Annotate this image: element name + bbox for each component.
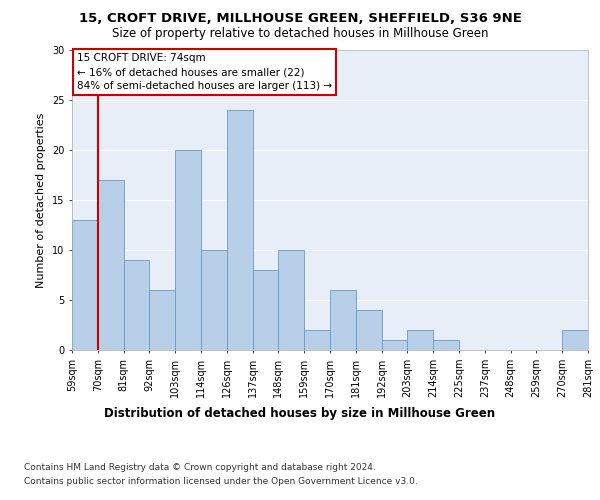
Bar xyxy=(356,310,382,350)
Bar xyxy=(433,340,459,350)
Bar xyxy=(304,330,330,350)
Bar xyxy=(124,260,149,350)
Bar xyxy=(407,330,433,350)
Text: Contains HM Land Registry data © Crown copyright and database right 2024.: Contains HM Land Registry data © Crown c… xyxy=(24,462,376,471)
Bar xyxy=(278,250,304,350)
Bar xyxy=(253,270,278,350)
Bar xyxy=(382,340,407,350)
Text: 15, CROFT DRIVE, MILLHOUSE GREEN, SHEFFIELD, S36 9NE: 15, CROFT DRIVE, MILLHOUSE GREEN, SHEFFI… xyxy=(79,12,521,26)
Bar xyxy=(330,290,356,350)
Text: 15 CROFT DRIVE: 74sqm
← 16% of detached houses are smaller (22)
84% of semi-deta: 15 CROFT DRIVE: 74sqm ← 16% of detached … xyxy=(77,53,332,91)
Text: Distribution of detached houses by size in Millhouse Green: Distribution of detached houses by size … xyxy=(104,408,496,420)
Bar xyxy=(175,150,201,350)
Bar xyxy=(149,290,175,350)
Y-axis label: Number of detached properties: Number of detached properties xyxy=(37,112,46,288)
Bar xyxy=(227,110,253,350)
Bar xyxy=(98,180,124,350)
Bar xyxy=(72,220,98,350)
Text: Size of property relative to detached houses in Millhouse Green: Size of property relative to detached ho… xyxy=(112,28,488,40)
Text: Contains public sector information licensed under the Open Government Licence v3: Contains public sector information licen… xyxy=(24,478,418,486)
Bar xyxy=(201,250,227,350)
Bar xyxy=(562,330,588,350)
